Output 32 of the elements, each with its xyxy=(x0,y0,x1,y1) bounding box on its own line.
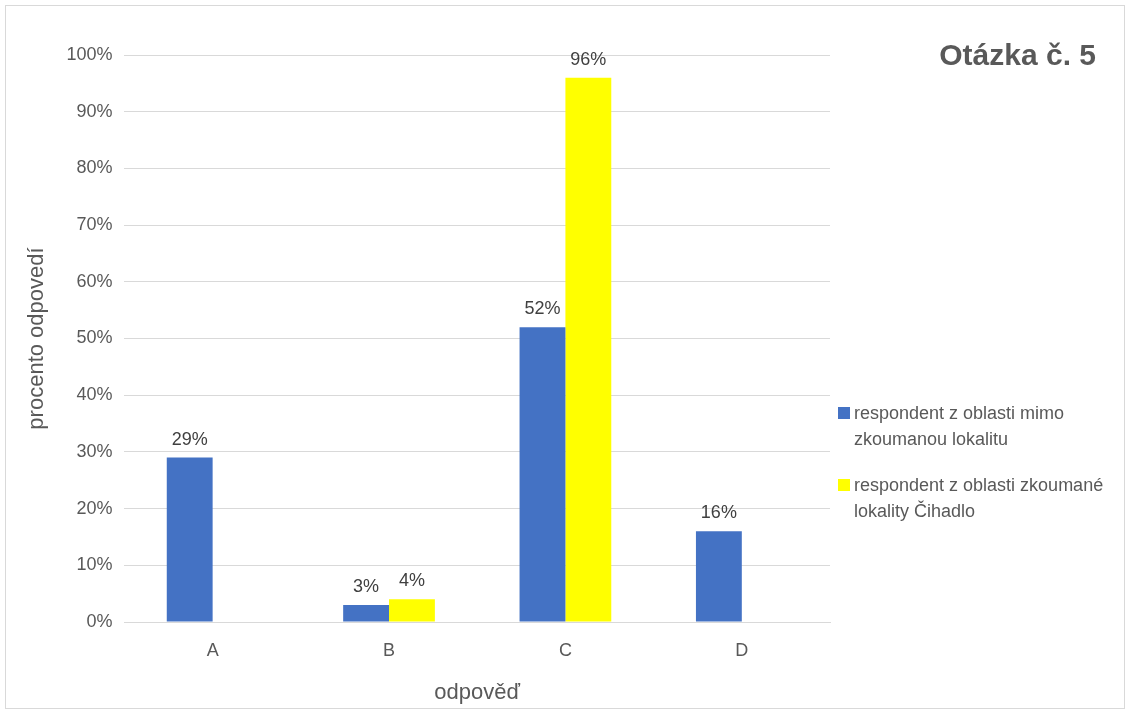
data-label: 52% xyxy=(524,298,561,319)
y-tick-label: 40% xyxy=(76,384,113,405)
y-tick-label: 10% xyxy=(76,554,113,575)
bar xyxy=(519,327,566,622)
y-tick-label: 0% xyxy=(86,610,113,631)
data-label: 16% xyxy=(700,502,737,523)
x-tick-label: A xyxy=(206,639,219,660)
x-axis-title: odpověď xyxy=(434,678,521,704)
y-tick-label: 100% xyxy=(66,43,113,64)
x-tick-label: B xyxy=(383,639,396,660)
data-label: 3% xyxy=(353,575,380,596)
data-label: 4% xyxy=(398,570,425,591)
y-tick-label: 20% xyxy=(76,497,113,518)
x-tick-label: C xyxy=(558,639,572,660)
legend-label: respondent z oblasti zkoumané lokality Čihadlo xyxy=(854,474,1105,523)
x-tick-label: D xyxy=(735,639,749,660)
y-tick-label: 50% xyxy=(76,327,113,348)
data-label: 29% xyxy=(171,428,208,449)
data-label: 96% xyxy=(570,48,607,69)
bar xyxy=(389,599,435,622)
y-tick-label: 60% xyxy=(76,270,113,291)
text: Otázka č. 5 xyxy=(939,38,1096,72)
y-tick-label: 70% xyxy=(76,214,113,235)
bar xyxy=(343,604,390,622)
y-tick-label: 80% xyxy=(76,157,113,178)
bar xyxy=(695,531,742,622)
bar xyxy=(565,77,612,622)
legend-label: respondent z oblasti mimo zkoumanou lokalitu xyxy=(854,402,1066,451)
y-axis-title: procento odpovedí xyxy=(23,247,49,430)
y-tick-label: 90% xyxy=(76,100,113,121)
bar xyxy=(166,457,213,622)
y-tick-label: 30% xyxy=(76,440,113,461)
